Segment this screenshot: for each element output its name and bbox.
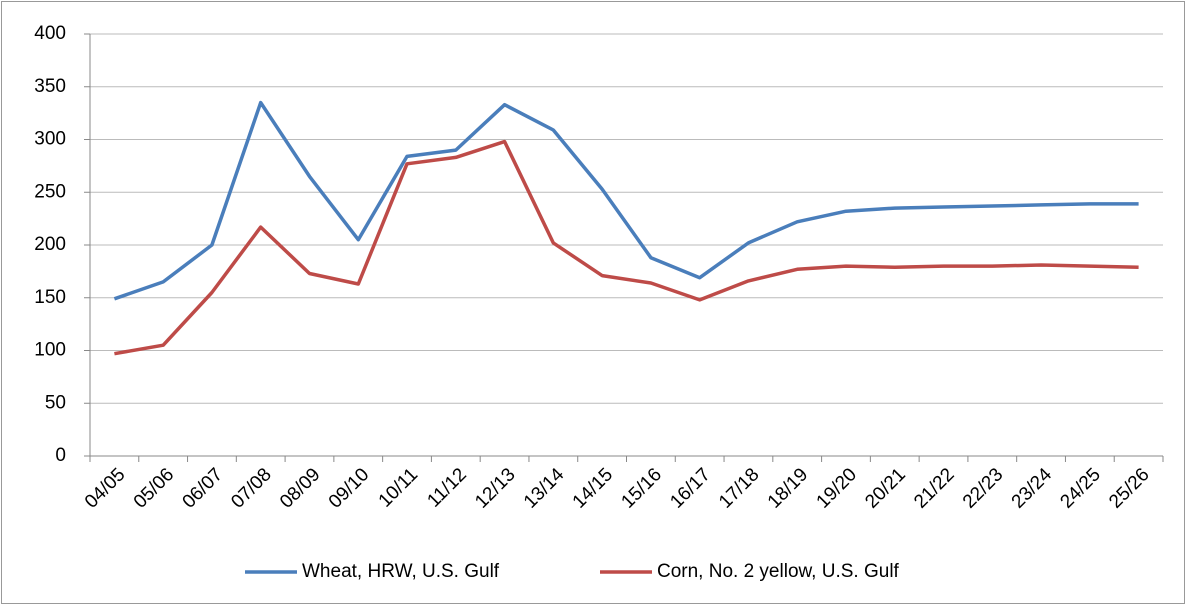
y-tick-label: 100 bbox=[34, 340, 66, 361]
y-tick-label: 200 bbox=[34, 234, 66, 255]
y-tick-label: 300 bbox=[34, 129, 66, 150]
y-tick-label: 350 bbox=[34, 76, 66, 97]
line bbox=[114, 139, 1139, 356]
y-tick-label: 150 bbox=[34, 287, 66, 308]
y-tick-label: 400 bbox=[34, 23, 66, 44]
legend-label: Wheat, HRW, U.S. Gulf bbox=[302, 561, 500, 582]
line bbox=[113, 100, 1139, 301]
y-tick-label: 50 bbox=[45, 392, 66, 413]
y-tick-label: 0 bbox=[55, 445, 66, 466]
y-tick-label: 250 bbox=[34, 181, 66, 202]
legend-label: Corn, No. 2 yellow, U.S. Gulf bbox=[657, 561, 900, 582]
